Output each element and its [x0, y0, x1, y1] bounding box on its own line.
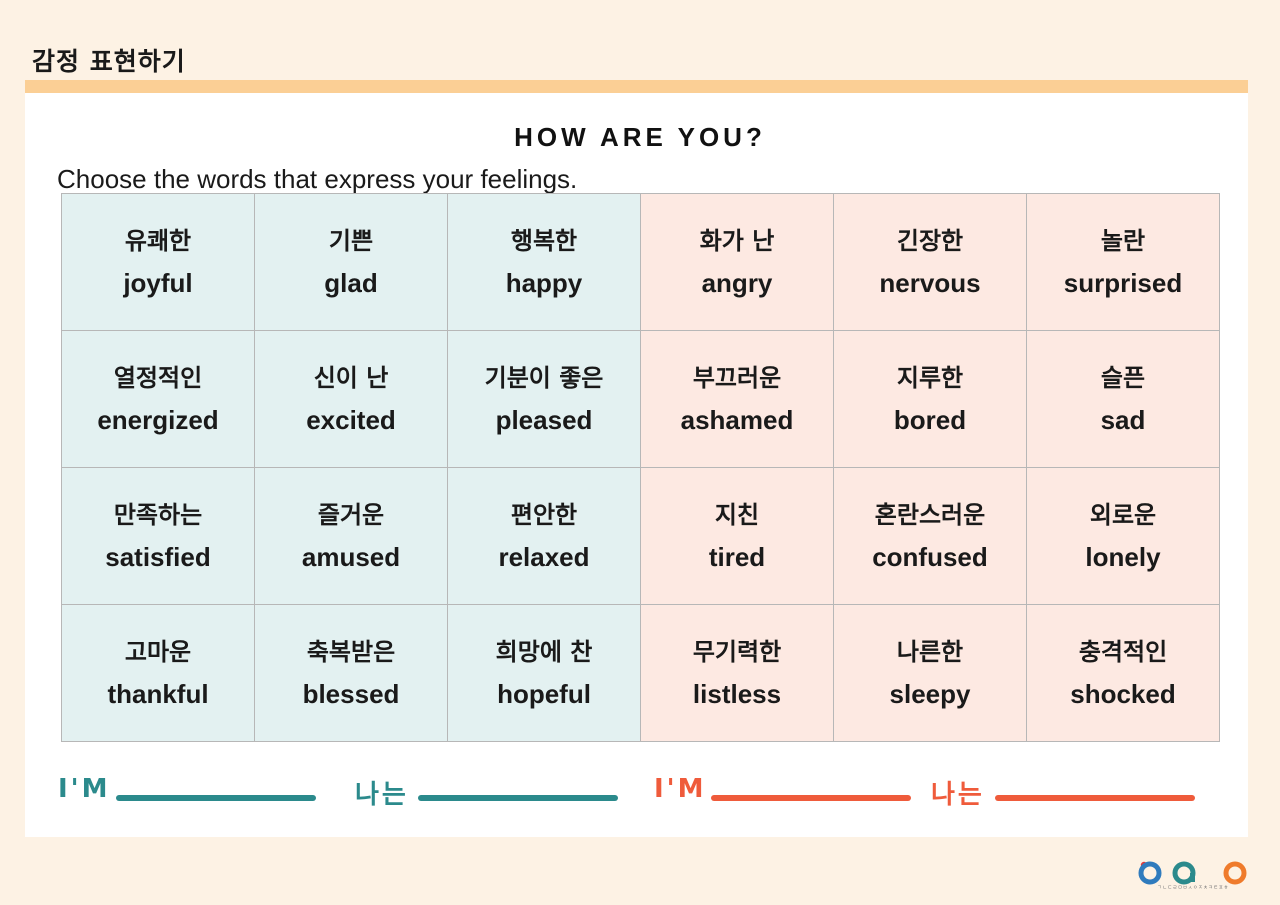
- feeling-english-label: excited: [306, 405, 396, 435]
- feeling-korean-label: 만족하는: [113, 501, 203, 529]
- feeling-cell-surprised[interactable]: 놀란 surprised: [1026, 193, 1220, 331]
- feeling-korean-label: 열정적인: [113, 364, 203, 392]
- feeling-english-label: confused: [872, 542, 988, 572]
- feeling-english-label: hopeful: [497, 679, 591, 709]
- feeling-english-label: surprised: [1063, 268, 1183, 298]
- feeling-korean-label: 행복한: [510, 227, 578, 255]
- feeling-english-label: sleepy: [889, 679, 971, 709]
- feeling-korean-label: 부끄러운: [692, 364, 782, 392]
- feeling-cell-relaxed[interactable]: 편안한 relaxed: [447, 467, 641, 605]
- feeling-english-label: ashamed: [680, 405, 794, 435]
- feeling-english-label: relaxed: [498, 542, 590, 572]
- feeling-korean-label: 유쾌한: [124, 227, 192, 255]
- feeling-english-label: angry: [701, 268, 773, 298]
- feeling-korean-label: 슬픈: [1100, 364, 1146, 392]
- feelings-row: 고마운 thankful 축복받은 blessed 희망에 찬 hopeful 무기력한 li…: [61, 604, 1220, 742]
- feeling-cell-excited[interactable]: 신이 난 excited: [254, 330, 448, 468]
- feeling-korean-label: 즐거운: [317, 501, 385, 529]
- feeling-english-label: pleased: [495, 405, 593, 435]
- feeling-cell-amused[interactable]: 즐거운 amused: [254, 467, 448, 605]
- feeling-english-label: happy: [505, 268, 583, 298]
- header-accent-bar: [25, 80, 1248, 93]
- feeling-english-label: listless: [692, 679, 782, 709]
- feelings-row: 열정적인 energized 신이 난 excited 기분이 좋은 pleased 부끄러…: [61, 330, 1220, 468]
- feeling-english-label: satisfied: [105, 542, 211, 572]
- feeling-korean-label: 고마운: [124, 638, 192, 666]
- feeling-cell-listless[interactable]: 무기력한 listless: [640, 604, 834, 742]
- feelings-row: 만족하는 satisfied 즐거운 amused 편안한 relaxed 지친 tired 혼…: [61, 467, 1220, 605]
- feeling-korean-label: 화가 난: [699, 227, 775, 255]
- feeling-korean-label: 무기력한: [692, 638, 782, 666]
- feeling-cell-joyful[interactable]: 유쾌한 joyful: [61, 193, 255, 331]
- feeling-cell-blessed[interactable]: 축복받은 blessed: [254, 604, 448, 742]
- prompt-naneun-orange: 나는: [931, 780, 985, 810]
- feeling-korean-label: 놀란: [1100, 227, 1146, 255]
- feeling-cell-angry[interactable]: 화가 난 angry: [640, 193, 834, 331]
- feeling-english-label: joyful: [123, 268, 193, 298]
- feeling-cell-happy[interactable]: 행복한 happy: [447, 193, 641, 331]
- feeling-korean-label: 나른한: [896, 638, 964, 666]
- logo-subtitle: ㄱㄴㄷㄹㅁㅂㅅㅇㅈㅊㅋㅌㅍㅎ: [1157, 885, 1229, 891]
- feeling-english-label: blessed: [302, 679, 400, 709]
- feeling-korean-label: 축복받은: [306, 638, 396, 666]
- feeling-korean-label: 지친: [714, 501, 760, 529]
- prompt-im-teal: I'M: [58, 774, 111, 804]
- feeling-cell-sleepy[interactable]: 나른한 sleepy: [833, 604, 1027, 742]
- feeling-cell-ashamed[interactable]: 부끄러운 ashamed: [640, 330, 834, 468]
- worksheet-heading: HOW ARE YOU?: [514, 122, 766, 152]
- feeling-korean-label: 기쁜: [328, 227, 374, 255]
- feeling-korean-label: 충격적인: [1078, 638, 1168, 666]
- feeling-cell-energized[interactable]: 열정적인 energized: [61, 330, 255, 468]
- feeling-korean-label: 신이 난: [313, 364, 389, 392]
- prompt-naneun-teal: 나는: [355, 780, 409, 810]
- feeling-english-label: glad: [324, 268, 378, 298]
- feeling-cell-hopeful[interactable]: 희망에 찬 hopeful: [447, 604, 641, 742]
- page-title: 감정 표현하기: [32, 47, 186, 76]
- answer-blank-2[interactable]: [418, 795, 618, 801]
- feeling-korean-label: 혼란스러운: [874, 501, 986, 529]
- feeling-cell-sad[interactable]: 슬픈 sad: [1026, 330, 1220, 468]
- answer-blank-1[interactable]: [116, 795, 316, 801]
- organization-logo-icon: [1138, 861, 1247, 885]
- feeling-cell-nervous[interactable]: 긴장한 nervous: [833, 193, 1027, 331]
- feeling-cell-thankful[interactable]: 고마운 thankful: [61, 604, 255, 742]
- feeling-korean-label: 외로운: [1089, 501, 1157, 529]
- feeling-cell-confused[interactable]: 혼란스러운 confused: [833, 467, 1027, 605]
- answer-blank-3[interactable]: [711, 795, 911, 801]
- feeling-english-label: energized: [97, 405, 219, 435]
- feelings-row: 유쾌한 joyful 기쁜 glad 행복한 happy 화가 난 angry 긴장한 nervo…: [61, 193, 1220, 331]
- feeling-cell-shocked[interactable]: 충격적인 shocked: [1026, 604, 1220, 742]
- answer-blank-4[interactable]: [995, 795, 1195, 801]
- feeling-cell-tired[interactable]: 지친 tired: [640, 467, 834, 605]
- feeling-cell-pleased[interactable]: 기분이 좋은 pleased: [447, 330, 641, 468]
- feeling-english-label: tired: [708, 542, 766, 572]
- feeling-korean-label: 편안한: [510, 501, 578, 529]
- feeling-english-label: nervous: [879, 268, 981, 298]
- feeling-english-label: bored: [893, 405, 967, 435]
- feeling-korean-label: 기분이 좋은: [484, 364, 604, 392]
- feeling-cell-lonely[interactable]: 외로운 lonely: [1026, 467, 1220, 605]
- feeling-korean-label: 긴장한: [896, 227, 964, 255]
- feeling-cell-glad[interactable]: 기쁜 glad: [254, 193, 448, 331]
- feeling-english-label: thankful: [107, 679, 209, 709]
- feelings-table: 유쾌한 joyful 기쁜 glad 행복한 happy 화가 난 angry 긴장한 nervo…: [61, 193, 1220, 742]
- feeling-english-label: lonely: [1085, 542, 1161, 572]
- feeling-korean-label: 지루한: [896, 364, 964, 392]
- feeling-korean-label: 희망에 찬: [495, 638, 593, 666]
- feeling-cell-bored[interactable]: 지루한 bored: [833, 330, 1027, 468]
- prompt-im-orange: I'M: [654, 774, 707, 804]
- feeling-english-label: shocked: [1070, 679, 1176, 709]
- feeling-english-label: sad: [1100, 405, 1146, 435]
- instruction-text: Choose the words that express your feeli…: [57, 164, 578, 194]
- feeling-cell-satisfied[interactable]: 만족하는 satisfied: [61, 467, 255, 605]
- feeling-english-label: amused: [301, 542, 401, 572]
